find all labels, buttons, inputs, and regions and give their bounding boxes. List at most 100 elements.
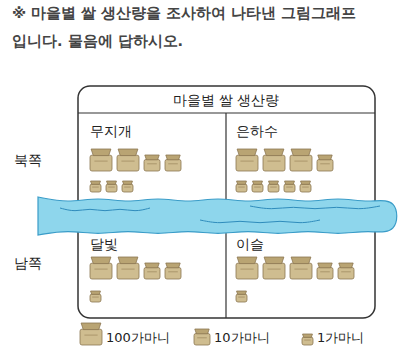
sack-stripe <box>267 269 280 270</box>
sack-body <box>236 294 247 302</box>
sack-top <box>264 149 284 156</box>
sack-stripe <box>240 161 253 162</box>
rice-sack <box>268 181 279 192</box>
region-label: 남쪽 <box>14 255 42 271</box>
river-wave <box>60 208 150 211</box>
rice-sack <box>263 149 285 171</box>
sack-stripe <box>320 163 330 164</box>
sack-stripe <box>341 271 351 272</box>
rice-sack <box>317 263 333 279</box>
sack-body <box>144 267 160 279</box>
sack-body <box>165 159 181 171</box>
sack-top <box>303 334 313 337</box>
sack-top <box>91 149 111 156</box>
sack-stripe <box>121 161 134 162</box>
rice-sack <box>165 155 181 171</box>
rice-sack <box>144 155 160 171</box>
sack-top <box>166 155 180 160</box>
sack-stripe <box>320 271 330 272</box>
sack-stripe <box>108 187 115 188</box>
rice-sack <box>165 263 181 279</box>
sack-body <box>284 184 295 192</box>
instruction: ※ 마을별 쌀 생산량을 조사하여 나타낸 그림그래프 <box>12 5 356 21</box>
sack-stripe <box>270 187 277 188</box>
sack-body <box>236 155 258 171</box>
title: 마을별 쌀 생산량 <box>173 92 280 108</box>
instruction: 입니다. 물음에 답하시오. <box>12 33 183 49</box>
sack-top <box>264 257 284 264</box>
sack-top <box>237 149 257 156</box>
sack-stripe <box>294 269 307 270</box>
sack-top <box>253 181 263 184</box>
village-label: 은하수 <box>236 123 278 139</box>
rice-sack <box>338 263 354 279</box>
icons <box>90 149 354 302</box>
sack-stripe <box>94 269 107 270</box>
sack-top <box>123 181 133 184</box>
village-label: 이슬 <box>236 236 264 252</box>
rice-sack <box>117 149 139 171</box>
rice-sack <box>90 257 112 279</box>
sack-top <box>145 263 159 268</box>
sack-top <box>118 149 138 156</box>
legend-label: 10가마니 <box>214 330 270 345</box>
rice-sack <box>284 181 295 192</box>
rice-sack <box>236 291 247 302</box>
rice-sack <box>317 155 333 171</box>
sack-body <box>252 184 263 192</box>
sack-top <box>301 181 311 184</box>
rice-sack <box>144 263 160 279</box>
sack-body <box>90 294 101 302</box>
sack-stripe <box>197 337 207 338</box>
rice-sack <box>236 257 258 279</box>
sack-top <box>145 155 159 160</box>
sack-top <box>285 181 295 184</box>
river-wave <box>250 206 380 209</box>
sack-top <box>107 181 117 184</box>
rice-sack <box>290 149 312 171</box>
sack-body <box>144 159 160 171</box>
sack-body <box>106 184 117 192</box>
sack-body <box>236 263 258 279</box>
rice-sack <box>90 149 112 171</box>
sack-top <box>291 149 311 156</box>
sack-top <box>91 291 101 294</box>
sack-body <box>338 267 354 279</box>
sack-stripe <box>147 163 157 164</box>
sack-stripe <box>92 187 99 188</box>
rice-sack <box>106 181 117 192</box>
rice-sack <box>236 149 258 171</box>
rice-sack <box>236 181 247 192</box>
sack-top <box>166 263 180 268</box>
region-label: 북쪽 <box>14 152 42 168</box>
sack-top <box>339 263 353 268</box>
legend-label: 1가마니 <box>317 330 364 345</box>
sack-stripe <box>254 187 261 188</box>
sack-stripe <box>84 335 97 336</box>
sack-body <box>302 337 313 345</box>
sack-body <box>290 155 312 171</box>
sack-body <box>317 267 333 279</box>
rice-sack <box>80 323 102 345</box>
sack-top <box>91 181 101 184</box>
rice-sack <box>90 291 101 302</box>
sack-top <box>237 291 247 294</box>
sack-body <box>117 263 139 279</box>
legend-label: 100가마니 <box>106 330 170 345</box>
sack-stripe <box>302 187 309 188</box>
sack-stripe <box>168 271 178 272</box>
sack-top <box>237 257 257 264</box>
sack-top <box>269 181 279 184</box>
sack-body <box>122 184 133 192</box>
sack-body <box>90 155 112 171</box>
rice-sack <box>302 334 313 345</box>
village-label: 달빛 <box>90 236 118 252</box>
sack-body <box>317 159 333 171</box>
sack-stripe <box>267 161 280 162</box>
sack-top <box>81 323 101 330</box>
sack-body <box>165 267 181 279</box>
sack-stripe <box>286 187 293 188</box>
sack-top <box>318 155 332 160</box>
rice-sack <box>252 181 263 192</box>
sack-body <box>117 155 139 171</box>
